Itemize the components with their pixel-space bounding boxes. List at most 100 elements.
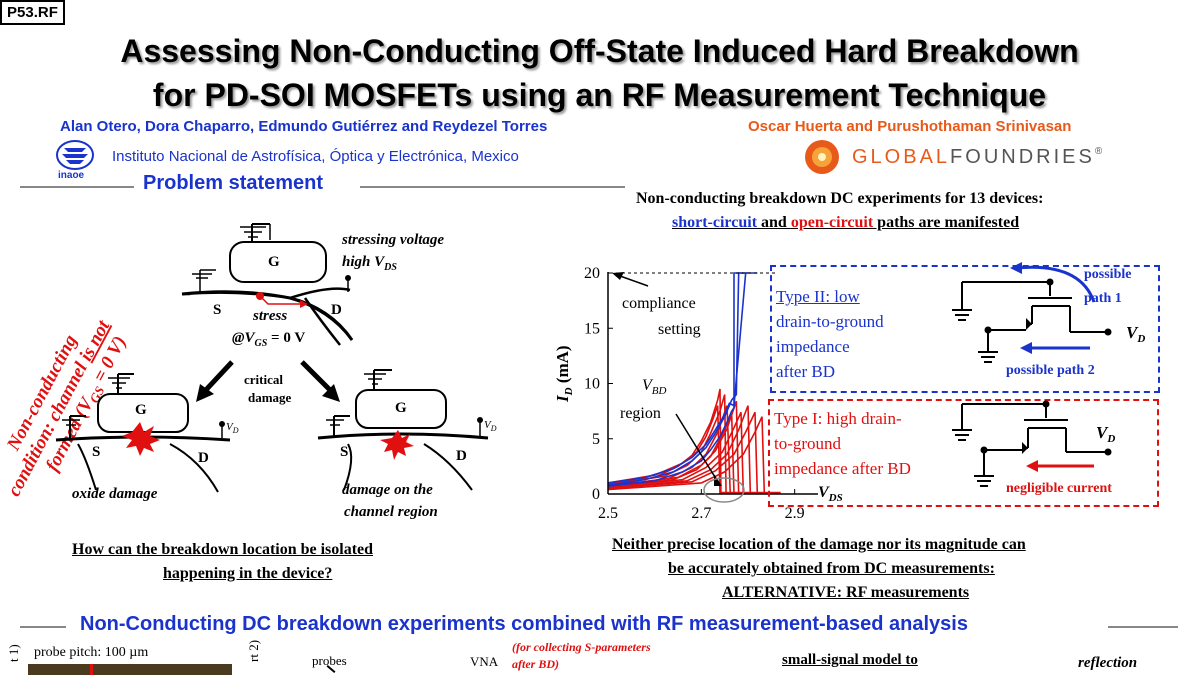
vgs-condition-label: @VGS = 0 V	[232, 330, 305, 349]
and-label: and	[757, 214, 791, 231]
transistor-schematics: possible path 1 possible path 2 VD	[940, 262, 1160, 502]
bottom-rule-right	[1108, 626, 1178, 628]
oxide-damage-label: oxide damage	[72, 486, 158, 502]
blue-curve-2	[607, 272, 758, 484]
possible-path-2-label: possible path 2	[1006, 363, 1095, 378]
dc-heading-line-2: short-circuit and open-circuit paths are…	[672, 214, 1019, 232]
y-tick-label: 10	[584, 376, 600, 393]
device-diagram-panel: Non-conducting condition: channel is not…	[0, 190, 600, 590]
channel-damage-label-1: damage on the	[342, 482, 433, 498]
type-ii-highlight: Type II: low	[776, 287, 860, 306]
logo-text-foundries: FOUNDRIES	[950, 146, 1095, 168]
possible-path-1-label-b: path 1	[1084, 291, 1122, 306]
vbd-region-label: region	[620, 405, 661, 422]
possible-path-1-label-a: possible	[1084, 267, 1131, 282]
blue-curve-1	[607, 272, 748, 486]
right-source-label: S	[340, 444, 348, 460]
x-tick-label: 2.5	[598, 505, 618, 522]
top-gate-label: G	[268, 254, 280, 270]
compliance-label-2: setting	[658, 321, 701, 338]
breakdown-chart: 0 5 10 15 20 2.5 2.7 2.9 compliance setting VB…	[548, 242, 878, 542]
right-gate-label: G	[395, 400, 407, 416]
red-curve-9	[607, 411, 759, 495]
x-tick-label: 2.7	[691, 505, 711, 522]
high-vds-label: high VDS	[342, 254, 397, 273]
type-i-line-2: to-ground	[774, 434, 842, 453]
dc-heading-line-1: Non-conducting breakdown DC experiments …	[636, 190, 1044, 207]
title-line-1: Assessing Non-Conducting Off-State Induc…	[120, 33, 1079, 69]
stress-label: stress	[252, 308, 287, 324]
authors-left: Alan Otero, Dora Chaparro, Edmundo Gutié…	[60, 118, 548, 135]
s-parameters-label-2: after BD)	[512, 657, 559, 671]
reflection-label: reflection	[1078, 655, 1138, 671]
vna-label: VNA	[470, 654, 499, 669]
type-ii-line-3: impedance	[776, 337, 850, 356]
damage-label: damage	[248, 390, 292, 405]
red-curve-7	[607, 411, 745, 495]
paths-manifested-label: paths are manifested	[873, 214, 1020, 231]
globalfoundries-logo-mark	[800, 138, 844, 176]
type-i-text: Type I: high drain- to-ground impedance …	[774, 406, 911, 481]
blue-curve-3	[607, 272, 744, 488]
critical-label: critical	[244, 372, 283, 387]
section-rule-left	[20, 186, 134, 188]
type-i-line-1: Type I: high drain-	[774, 409, 902, 428]
y-tick-label: 0	[592, 486, 600, 503]
vds-axis-label: VDS	[818, 484, 843, 504]
type-ii-line-2: drain-to-ground	[776, 312, 884, 331]
vbd-label: VBD	[642, 377, 667, 397]
stress-voltage-label: stressing voltage	[341, 232, 444, 248]
red-curve-1	[607, 388, 722, 495]
y-tick-label: 5	[592, 431, 600, 448]
y-axis-label: ID (mA)	[553, 345, 575, 403]
red-curve-6	[607, 400, 740, 495]
title-line-2: for PD-SOI MOSFETs using an RF Measureme…	[152, 77, 1047, 113]
right-vd-label: VD	[484, 419, 497, 433]
open-circuit-label: open-circuit	[790, 214, 874, 231]
authors-right: Oscar Huerta and Purushothaman Srinivasa…	[748, 118, 1072, 135]
type-ii-line-1: Type II: low	[776, 284, 884, 309]
short-circuit-label: short-circuit	[672, 214, 758, 231]
top-drain-label: D	[331, 302, 342, 318]
top-source-label: S	[213, 302, 221, 318]
rf-heading: Non-Conducting DC breakdown experiments …	[80, 613, 968, 635]
type-ii-line-4: after BD	[776, 362, 836, 381]
problem-statement-heading: Problem statement	[143, 172, 324, 194]
left-drain-label: D	[198, 450, 209, 466]
affiliation-left: Instituto Nacional de Astrofísica, Óptic…	[112, 148, 519, 165]
channel-damage-label-2: channel region	[344, 504, 438, 520]
bottom-schematic-vd-label: VD	[1096, 423, 1115, 445]
svg-text:ID (mA): ID (mA)	[553, 345, 575, 403]
poster-id-badge: P53.RF	[0, 0, 65, 25]
left-source-label: S	[92, 444, 100, 460]
section-rule-right	[360, 186, 625, 188]
conclusion-line-1: Neither precise location of the damage n…	[612, 536, 1026, 553]
inaoe-logo: inaoe	[52, 138, 98, 182]
conclusion-line-2: be accurately obtained from DC measureme…	[668, 560, 995, 577]
small-signal-label: small-signal model to	[782, 652, 918, 668]
y-tick-label: 20	[584, 265, 600, 282]
red-curve-8	[607, 405, 752, 495]
probe-photo	[28, 664, 232, 675]
vbd-region-ellipse	[703, 477, 745, 503]
compliance-label-1: compliance	[622, 295, 696, 312]
left-gate-label: G	[135, 402, 147, 418]
question-line-2: happening in the device?	[163, 565, 333, 582]
right-drain-label: D	[456, 448, 467, 464]
top-schematic-vd-label: VD	[1126, 323, 1145, 345]
red-curve-10	[607, 416, 766, 495]
s-parameters-label-1: (for collecting S-parameters	[512, 640, 651, 654]
port-2-label: rt 2)	[246, 639, 261, 662]
negligible-current-label: negligible current	[1006, 481, 1112, 496]
type-i-box	[768, 399, 1159, 507]
question-line-1: How can the breakdown location be isolat…	[72, 541, 374, 558]
conclusion-line-3: ALTERNATIVE: RF measurements	[722, 584, 970, 601]
logo-registered-mark: ®	[1094, 146, 1106, 157]
type-ii-box	[770, 265, 1160, 393]
x-tick-label: 2.9	[785, 505, 805, 522]
probes-label: probes	[312, 653, 347, 668]
type-ii-text: Type II: low drain-to-ground impedance a…	[776, 284, 884, 384]
port-1-label: t 1)	[6, 644, 21, 662]
globalfoundries-logo-text: GLOBALFOUNDRIES®	[852, 146, 1105, 169]
bottom-rule-left	[20, 626, 66, 628]
